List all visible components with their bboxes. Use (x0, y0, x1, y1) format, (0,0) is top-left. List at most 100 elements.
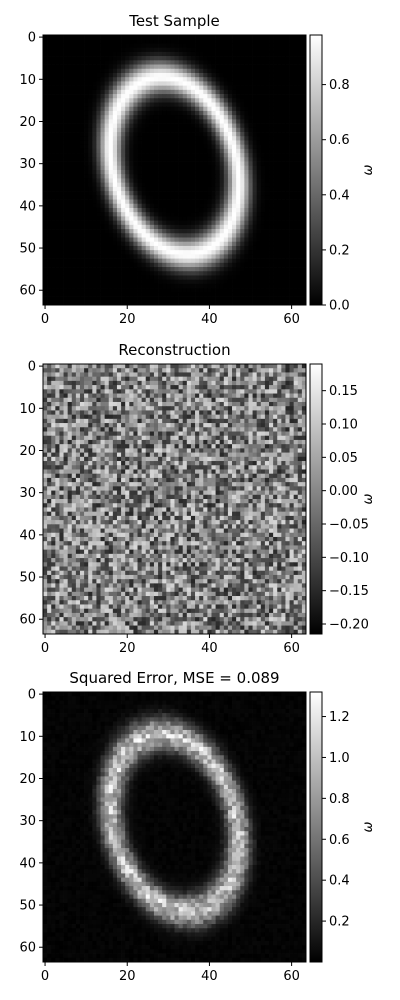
heatmap-cell (174, 199, 179, 205)
heatmap-cell (236, 110, 241, 116)
heatmap-cell (215, 254, 221, 259)
heatmap-cell (108, 106, 114, 112)
heatmap-cell (112, 106, 118, 112)
heatmap-cell (153, 241, 159, 247)
heatmap-cell (236, 127, 241, 133)
heatmap-cell (219, 132, 225, 137)
heatmap-cell (232, 212, 237, 217)
heatmap-cell (129, 132, 134, 137)
heatmap-cell (88, 414, 93, 420)
heatmap-cell (211, 186, 216, 192)
heatmap-cell (104, 140, 110, 146)
heatmap-cell (297, 106, 303, 112)
heatmap-cell (277, 110, 282, 116)
heatmap-cell (149, 110, 155, 116)
heatmap-cell (100, 144, 105, 150)
heatmap-cell (297, 233, 303, 238)
heatmap-cell (125, 368, 130, 373)
heatmap-cell (59, 140, 64, 146)
heatmap-cell (195, 250, 200, 255)
heatmap-cell (47, 410, 52, 415)
heatmap-cell (104, 191, 110, 196)
heatmap-cell (227, 271, 233, 276)
heatmap-cell (59, 271, 64, 276)
heatmap-cell (47, 102, 52, 108)
heatmap-cell (137, 241, 142, 247)
heatmap-cell (203, 119, 208, 124)
heatmap-cell (277, 35, 282, 40)
heatmap-cell (269, 68, 274, 74)
heatmap-cell (133, 267, 138, 272)
heatmap-cell (297, 110, 303, 116)
heatmap-cell (269, 165, 274, 171)
heatmap-cell (170, 39, 175, 44)
heatmap-cell (207, 85, 212, 91)
heatmap-cell (232, 203, 237, 209)
heatmap-cell (227, 229, 233, 234)
heatmap-cell (203, 81, 208, 86)
heatmap-cell (104, 186, 110, 192)
heatmap-cell (166, 123, 171, 129)
heatmap-cell (43, 127, 48, 133)
heatmap-cell (75, 89, 81, 95)
heatmap-cell (59, 89, 64, 95)
heatmap-cell (232, 199, 237, 205)
heatmap-cell (182, 119, 188, 124)
heatmap-cell (59, 393, 64, 399)
heatmap-cell (223, 106, 229, 112)
heatmap-cell (43, 191, 48, 196)
heatmap-cell (211, 56, 216, 61)
heatmap-cell (264, 385, 270, 390)
heatmap-cell (219, 148, 225, 154)
heatmap-cell (125, 157, 130, 162)
heatmap-cell (51, 165, 56, 171)
heatmap-cell (252, 47, 258, 53)
heatmap-cell (137, 245, 142, 251)
heatmap-cell (273, 406, 278, 411)
heatmap-cell (43, 397, 48, 403)
heatmap-cell (116, 35, 122, 40)
heatmap-cell (71, 199, 77, 205)
heatmap-cell (207, 229, 212, 234)
heatmap-cell (63, 35, 69, 40)
heatmap-cell (112, 212, 118, 217)
heatmap-cell (75, 241, 81, 247)
heatmap-cell (129, 148, 134, 154)
heatmap-cell (88, 389, 93, 394)
heatmap-cell (203, 132, 208, 137)
heatmap-cell (248, 39, 253, 44)
heatmap-cell (182, 376, 188, 382)
heatmap-cell (244, 81, 249, 86)
heatmap-cell (207, 174, 212, 179)
heatmap-cell (129, 275, 134, 281)
heatmap-cell (186, 186, 192, 192)
heatmap-cell (84, 241, 89, 247)
heatmap-cell (293, 292, 299, 297)
heatmap-cell (281, 224, 286, 230)
heatmap-cell (285, 368, 290, 373)
heatmap-cell (207, 39, 212, 44)
heatmap-cell (174, 241, 179, 247)
heatmap-cell (174, 414, 179, 420)
heatmap-cell (240, 182, 245, 188)
heatmap-cell (158, 262, 163, 268)
heatmap-cell (88, 72, 93, 78)
heatmap-cell (273, 39, 278, 44)
heatmap-cell (190, 212, 196, 217)
heatmap-cell (121, 254, 126, 259)
heatmap-cell (211, 165, 216, 171)
heatmap-cell (96, 77, 101, 82)
heatmap-cell (51, 43, 56, 49)
heatmap-cell (47, 56, 52, 61)
heatmap-cell (260, 106, 266, 112)
heatmap-cell (199, 364, 204, 369)
heatmap-cell (149, 233, 155, 238)
heatmap-cell (170, 296, 175, 302)
heatmap-cell (277, 229, 282, 234)
heatmap-cell (260, 72, 266, 78)
heatmap-cell (96, 191, 101, 196)
heatmap-cell (166, 406, 171, 411)
heatmap-cell (195, 106, 200, 112)
heatmap-cell (232, 81, 237, 86)
heatmap-cell (293, 195, 299, 200)
